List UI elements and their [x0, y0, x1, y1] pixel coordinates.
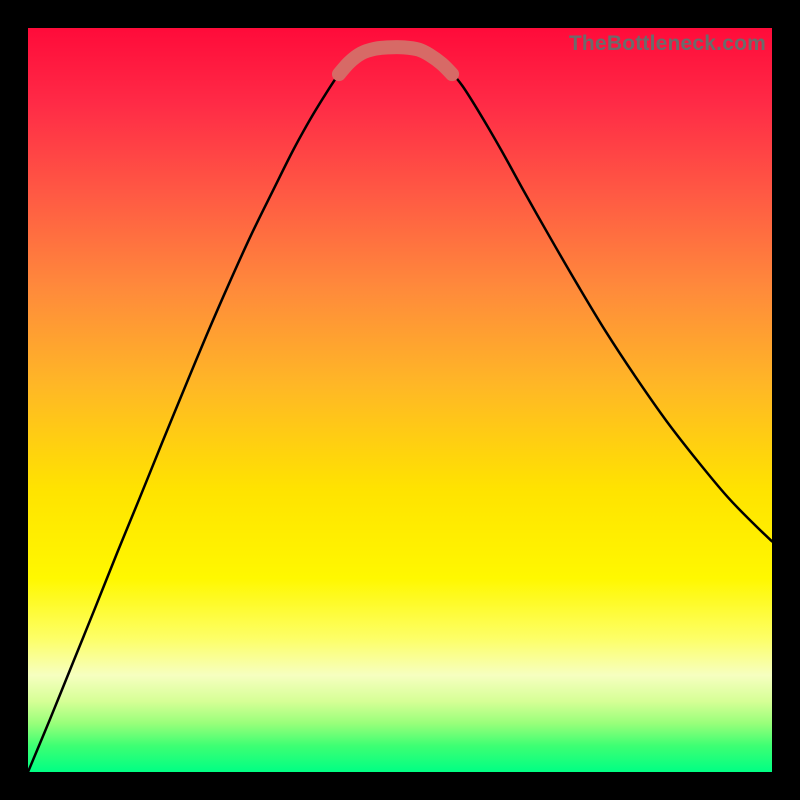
- plot-area: TheBottleneck.com: [28, 28, 772, 772]
- watermark-text: TheBottleneck.com: [569, 32, 766, 56]
- bottleneck-curve: [28, 47, 772, 772]
- accent-segment: [339, 47, 452, 74]
- chart-frame: TheBottleneck.com: [0, 0, 800, 800]
- curve-layer: [28, 28, 772, 772]
